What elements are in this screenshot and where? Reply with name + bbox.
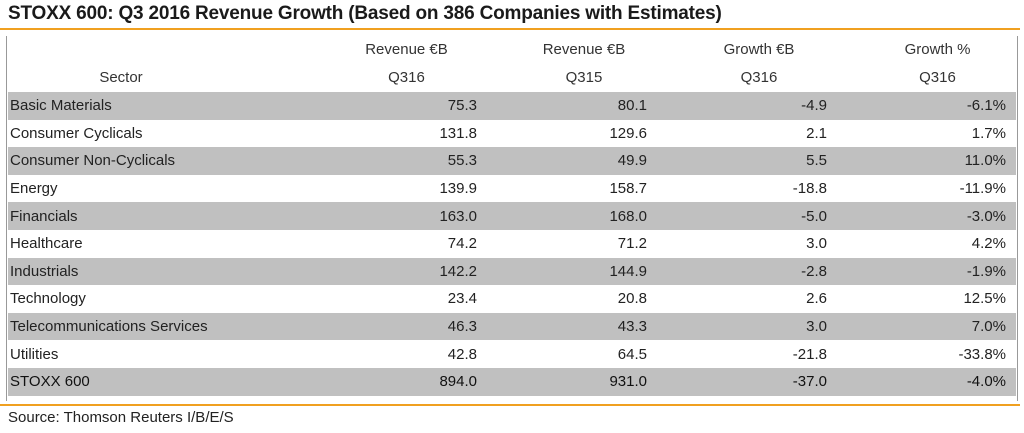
sector-cell: Energy [10,180,58,198]
table-row: Energy 139.9 158.7 -18.8 -11.9% [8,175,1016,203]
header-growth-pct-top: Growth % [904,41,971,58]
sector-cell: Basic Materials [8,92,234,120]
growth-pct-cell: 12.5% [963,290,1006,308]
growth-pct-cell: -4.0% [839,367,1016,396]
table-row: Financials 163.0 168.0 -5.0 -3.0% [8,202,1016,230]
growth-eb-cell: 3.0 [659,312,839,341]
revenue-q316-cell: 74.2 [447,235,477,253]
header-growth-eb-period: Q316 [740,69,778,86]
table-row: Healthcare 74.2 71.2 3.0 4.2% [8,230,1016,258]
revenue-q316-cell: 139.9 [439,180,477,198]
revenue-q316-cell: 163.0 [234,202,489,230]
table-row: Utilities 42.8 64.5 -21.8 -33.8% [8,340,1016,368]
growth-pct-cell: -6.1% [839,92,1016,120]
growth-eb-cell: 2.6 [806,290,827,308]
header-growth-eb-top: Growth €B [723,41,795,58]
growth-eb-cell: -18.8 [792,180,827,198]
growth-pct-cell: 11.0% [839,147,1016,175]
sector-cell: Utilities [10,345,59,363]
growth-eb-cell: 5.5 [659,147,839,175]
header-revenue-q315-period: Q315 [565,69,603,86]
growth-eb-cell: -37.0 [659,367,839,396]
total-row: STOXX 600 894.0 931.0 -37.0 -4.0% [8,367,1016,396]
header-revenue-q315-top: Revenue €B [542,41,626,58]
header-row-1: Revenue €B Revenue €B Growth €B Growth % [8,36,1016,64]
table-row: Consumer Non-Cyclicals 55.3 49.9 5.5 11.0% [8,147,1016,175]
table-row: Consumer Cyclicals 131.8 129.6 2.1 1.7% [8,120,1016,148]
header-row-2: Sector Q316 Q315 Q316 Q316 [8,64,1016,92]
revenue-q315-cell: 158.7 [609,180,647,198]
table-row: Industrials 142.2 144.9 -2.8 -1.9% [8,257,1016,286]
sector-cell: Telecommunications Services [8,312,234,341]
table-row: Technology 23.4 20.8 2.6 12.5% [8,285,1016,313]
header-revenue-q316-top: Revenue €B [365,41,448,58]
revenue-q315-cell: 71.2 [617,235,647,253]
revenue-q315-cell: 80.1 [489,92,659,120]
sector-cell: Healthcare [10,235,83,253]
growth-pct-cell: -33.8% [958,345,1006,363]
growth-eb-cell: -2.8 [659,257,839,286]
growth-eb-cell: -21.8 [792,345,827,363]
growth-pct-cell: -11.9% [959,180,1006,198]
chart-title: STOXX 600: Q3 2016 Revenue Growth (Based… [8,3,722,24]
title-rule [0,28,1020,30]
header-revenue-q316-period: Q316 [388,69,425,86]
growth-eb-cell: 3.0 [806,235,827,253]
table-body: Basic Materials 75.3 80.1 -4.9 -6.1% Consumer… [8,92,1016,396]
sector-cell: STOXX 600 [8,367,234,396]
header-sector: Sector [99,69,143,86]
revenue-q316-cell: 894.0 [234,367,489,396]
revenue-q315-cell: 49.9 [489,147,659,175]
sector-cell: Consumer Non-Cyclicals [8,147,234,175]
sector-cell: Industrials [8,257,234,286]
header-blank [8,36,234,64]
sector-cell: Consumer Cyclicals [10,124,143,142]
growth-eb-cell: 2.1 [806,124,827,142]
growth-pct-cell: 7.0% [839,312,1016,341]
sector-cell: Financials [8,202,234,230]
source-note: Source: Thomson Reuters I/B/E/S [8,409,234,426]
table-row: Basic Materials 75.3 80.1 -4.9 -6.1% [8,92,1016,120]
sector-cell: Technology [10,290,86,308]
revenue-q315-cell: 20.8 [617,290,647,308]
growth-pct-cell: -1.9% [839,257,1016,286]
revenue-q316-cell: 131.8 [439,124,477,142]
growth-pct-cell: 1.7% [971,124,1006,142]
revenue-q316-cell: 75.3 [234,92,489,120]
revenue-table: Revenue €B Revenue €B Growth €B Growth %… [8,36,1016,396]
revenue-q316-cell: 23.4 [447,290,477,308]
growth-pct-cell: -3.0% [839,202,1016,230]
growth-eb-cell: -5.0 [659,202,839,230]
revenue-q316-cell: 142.2 [234,257,489,286]
revenue-q315-cell: 168.0 [489,202,659,230]
revenue-q315-cell: 129.6 [609,124,647,142]
revenue-q315-cell: 144.9 [489,257,659,286]
revenue-q315-cell: 43.3 [489,312,659,341]
source-rule [0,404,1020,406]
revenue-q315-cell: 931.0 [489,367,659,396]
revenue-q316-cell: 55.3 [234,147,489,175]
table-row: Telecommunications Services 46.3 43.3 3.0 7.… [8,312,1016,341]
revenue-q316-cell: 42.8 [447,345,477,363]
growth-eb-cell: -4.9 [659,92,839,120]
growth-pct-cell: 4.2% [971,235,1006,253]
revenue-q316-cell: 46.3 [234,312,489,341]
revenue-q315-cell: 64.5 [617,345,647,363]
header-growth-pct-period: Q316 [919,69,956,86]
